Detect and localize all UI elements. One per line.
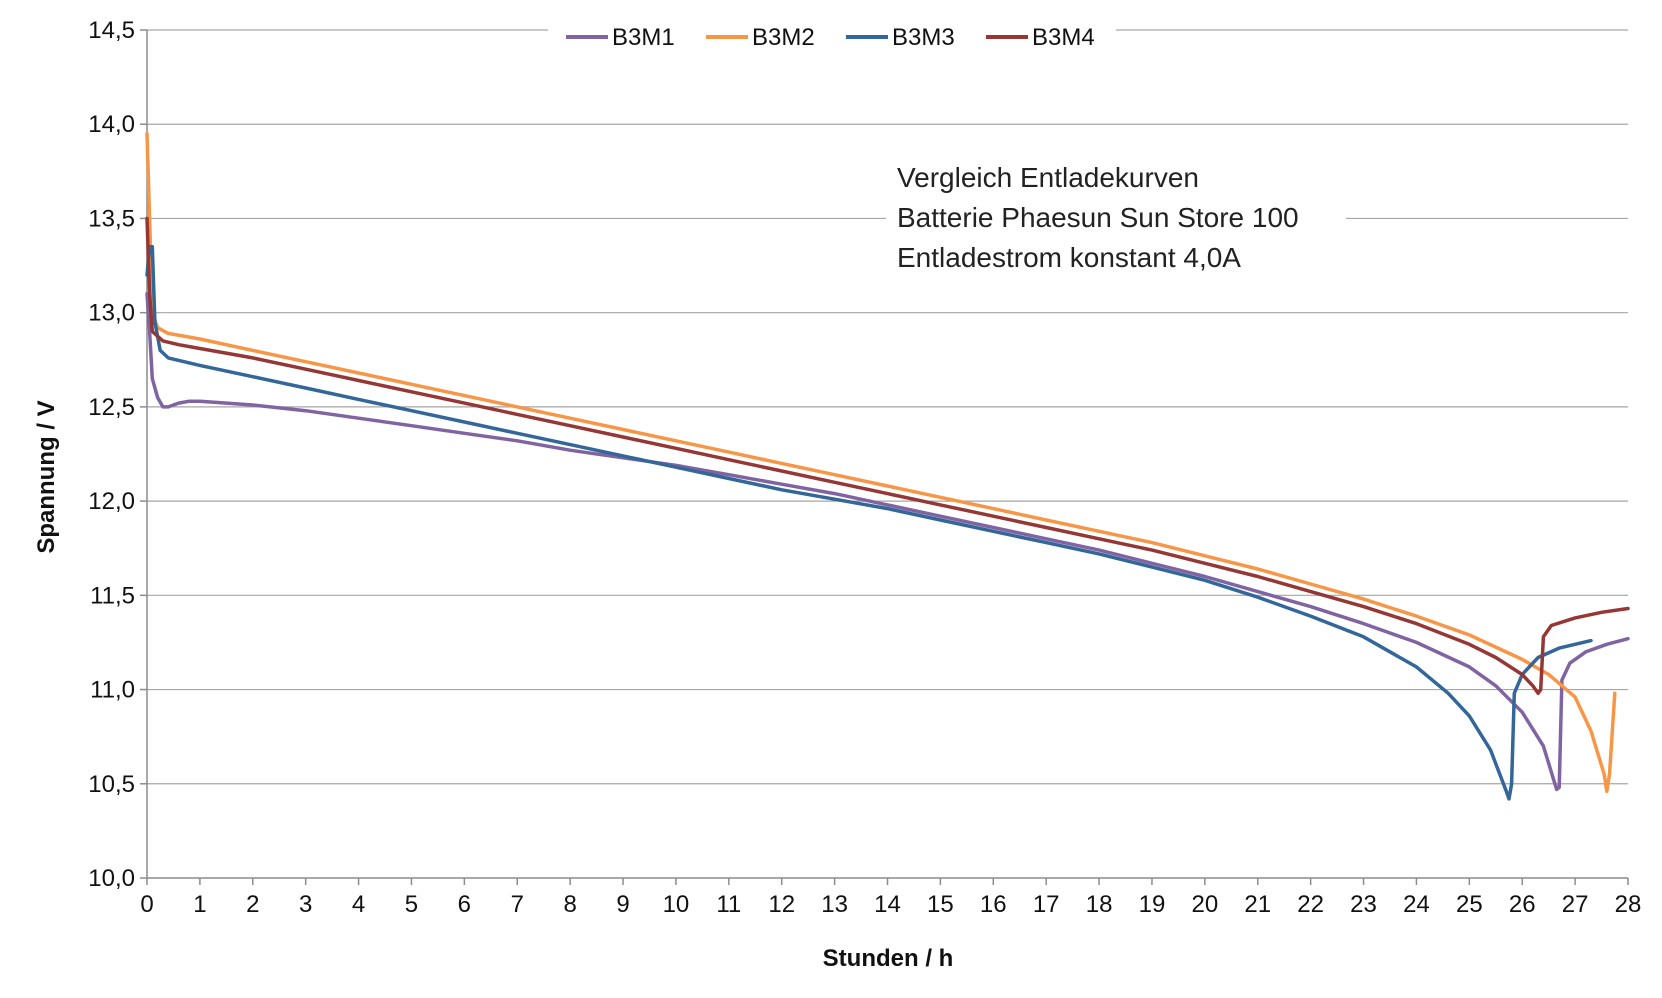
- series-line-b3m3: [145, 244, 1593, 801]
- y-tick-label: 13,5: [88, 205, 135, 232]
- legend-label-b3m2: B3M2: [752, 24, 815, 51]
- y-tick-label: 14,5: [88, 17, 135, 44]
- legend-label-b3m4: B3M4: [1032, 24, 1095, 51]
- x-tick-label: 4: [352, 891, 365, 918]
- annotation-line-3: Entladestrom konstant 4,0A: [897, 242, 1241, 273]
- x-tick-label: 28: [1615, 891, 1642, 918]
- x-axis-title: Stunden / h: [823, 945, 954, 972]
- y-tick-label: 10,0: [88, 865, 135, 892]
- x-tick-label: 9: [616, 891, 629, 918]
- annotation-line-2: Batterie Phaesun Sun Store 100: [897, 202, 1299, 233]
- x-tick-label: 21: [1244, 891, 1271, 918]
- y-tick-label: 10,5: [88, 771, 135, 798]
- x-tick-label: 12: [768, 891, 795, 918]
- x-tick-label: 23: [1350, 891, 1377, 918]
- annotation-line-1: Vergleich Entladekurven: [897, 162, 1199, 193]
- x-tick-label: 22: [1297, 891, 1324, 918]
- series-line-b3m1: [145, 292, 1630, 792]
- x-tick-label: 8: [563, 891, 576, 918]
- x-tick-label: 18: [1086, 891, 1113, 918]
- series-line-b3m4: [145, 216, 1630, 696]
- series-line-b3m2: [145, 131, 1617, 794]
- x-tick-label: 0: [140, 891, 153, 918]
- y-tick-label: 12,5: [88, 394, 135, 421]
- legend-label-b3m1: B3M1: [612, 24, 675, 51]
- y-tick-label: 11,5: [90, 582, 135, 609]
- y-axis-title: Spannung / V: [33, 400, 60, 553]
- y-tick-label: 14,0: [88, 111, 135, 138]
- x-tick-label: 13: [821, 891, 848, 918]
- x-tick-label: 25: [1456, 891, 1483, 918]
- legend-label-b3m3: B3M3: [892, 24, 955, 51]
- x-tick-label: 24: [1403, 891, 1430, 918]
- y-tick-labels: 10,0 10,5 11,0 11,5 12,0 12,5 13,0 13,5 14,0 14,5: [88, 17, 135, 892]
- x-tick-label: 6: [458, 891, 471, 918]
- x-tick-label: 26: [1509, 891, 1536, 918]
- annotation-background: [886, 150, 1346, 290]
- x-tick-label: 17: [1033, 891, 1060, 918]
- series-lines: [145, 131, 1630, 801]
- x-tick-label: 1: [193, 891, 206, 918]
- x-tick-label: 27: [1562, 891, 1589, 918]
- x-tick-label: 3: [299, 891, 312, 918]
- x-tick-labels: 0 1 2 3 4 5 6 7 8 9 10 11 12 13 14 15 16 17 18 19 20 21 22 23 24…: [140, 891, 1641, 918]
- x-tick-label: 15: [927, 891, 954, 918]
- x-tick-label: 5: [405, 891, 418, 918]
- x-tick-label: 14: [874, 891, 901, 918]
- legend: B3M1 B3M2 B3M3 B3M4: [548, 14, 1116, 60]
- x-tick-label: 16: [980, 891, 1007, 918]
- y-tick-label: 13,0: [88, 300, 135, 327]
- x-tick-label: 7: [511, 891, 524, 918]
- y-tick-label: 12,0: [88, 488, 135, 515]
- x-tick-label: 10: [663, 891, 690, 918]
- x-tick-label: 19: [1139, 891, 1166, 918]
- x-tick-label: 2: [246, 891, 259, 918]
- x-tick-label: 11: [716, 891, 741, 918]
- x-tick-label: 20: [1192, 891, 1219, 918]
- gridlines: [147, 29, 1628, 785]
- y-tick-label: 11,0: [90, 677, 135, 704]
